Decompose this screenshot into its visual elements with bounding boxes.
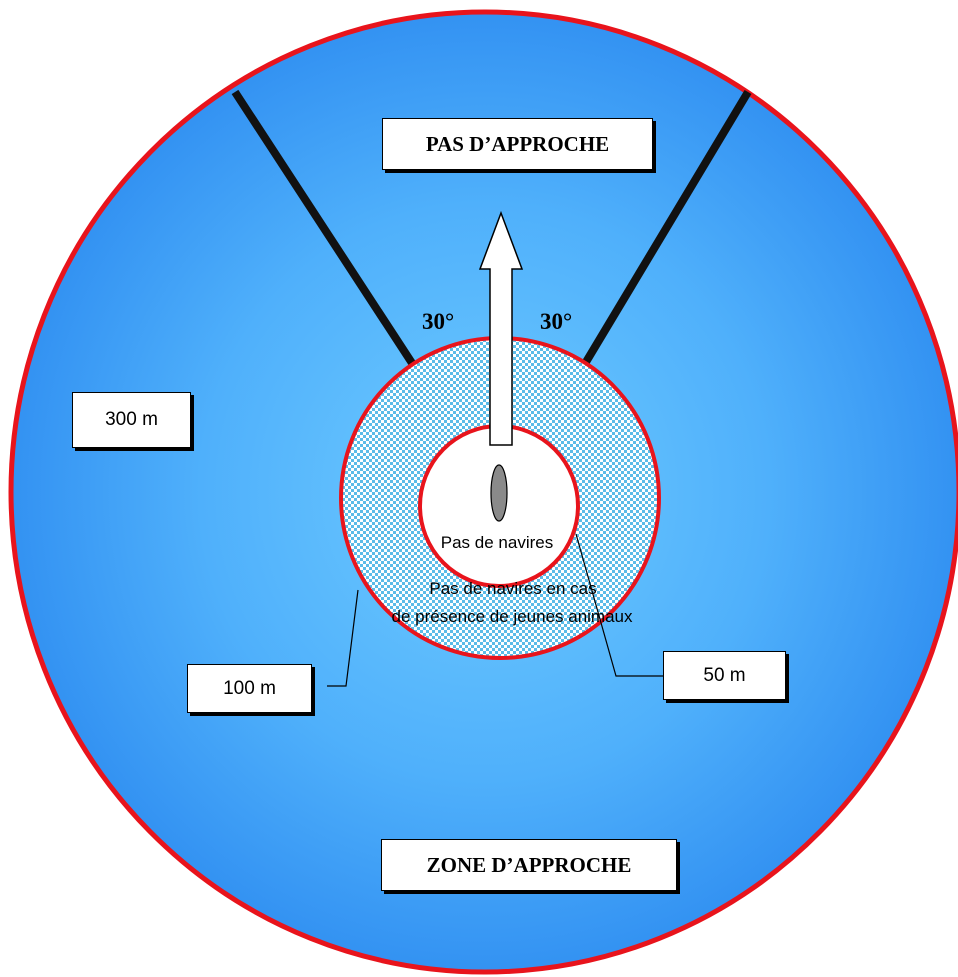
leader-line-50m [575,533,663,677]
distance-100m-box: 100 m [187,664,312,713]
distance-300m-label: 300 m [105,409,158,430]
approach-zone-label-box: ZONE D’APPROCHE [381,839,677,891]
approach-zone-label: ZONE D’APPROCHE [426,852,632,877]
young-animals-line-2: de présence de jeunes animaux [392,607,633,626]
young-animals-line-1: Pas de navires en cas [429,579,596,598]
no-vessels-label: Pas de navires [441,533,553,552]
animal-icon [490,464,508,522]
distance-100m-label: 100 m [223,677,276,699]
no-approach-label: PAS D’APPROCHE [425,131,610,156]
distance-50m-box: 50 m [663,651,786,700]
no-approach-label-box: PAS D’APPROCHE [382,118,653,170]
distance-300m-box: 300 m [72,392,191,448]
leader-line-100m [327,589,359,687]
angle-label-right: 30° [540,309,572,334]
distance-50m-label: 50 m [703,664,746,686]
angle-label-left: 30° [422,309,454,334]
direction-arrow [478,210,524,446]
